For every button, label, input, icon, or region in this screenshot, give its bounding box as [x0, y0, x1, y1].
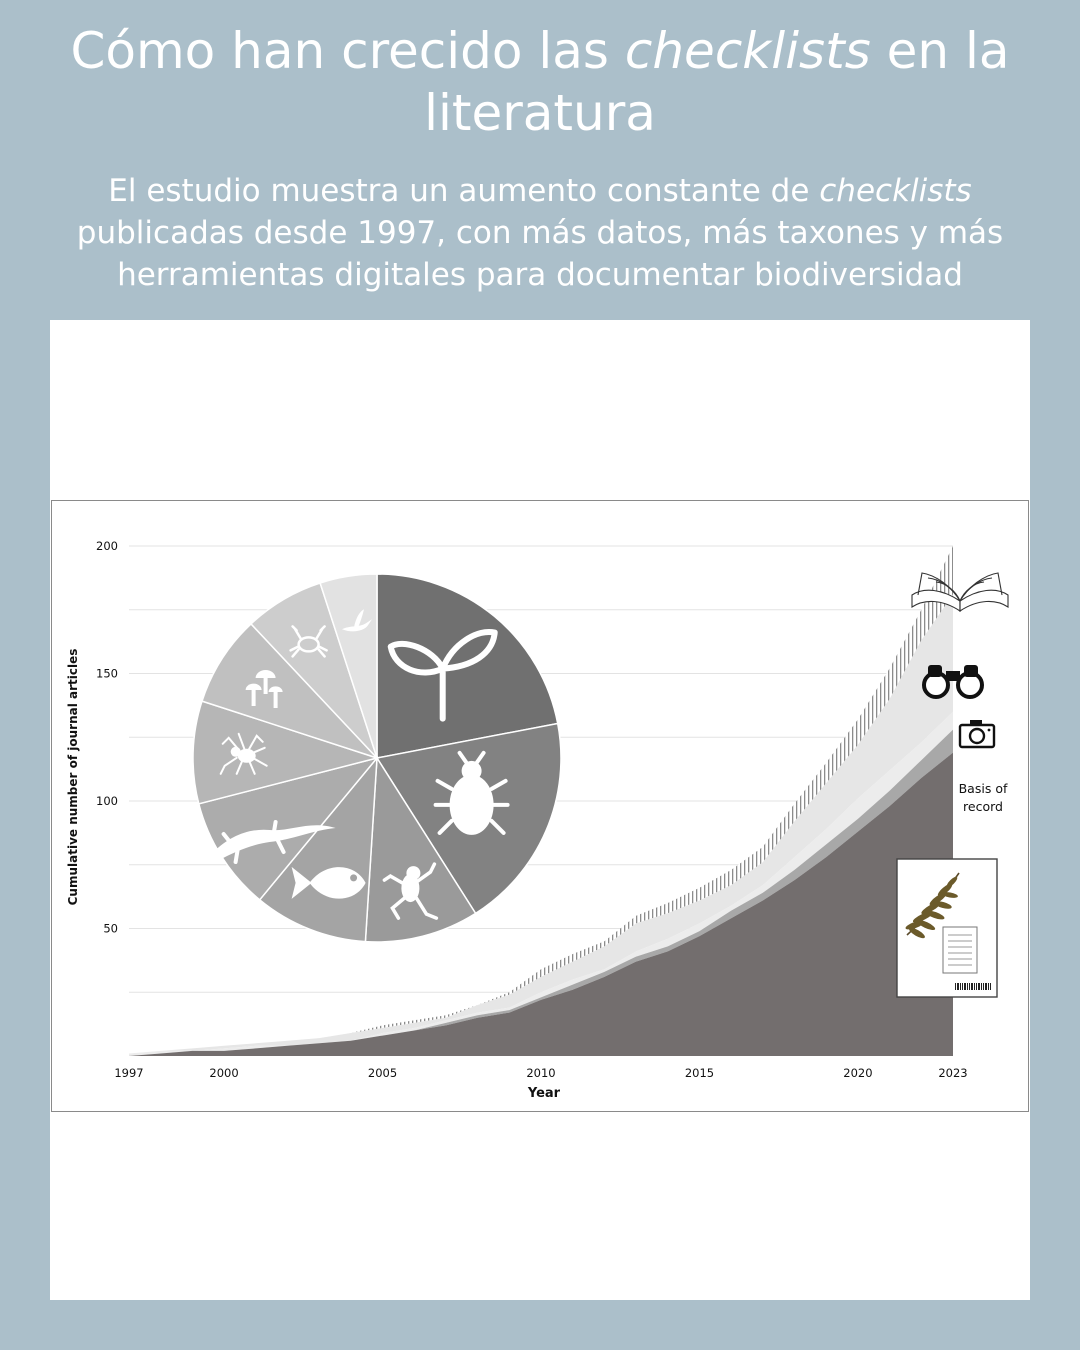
area-chart: 1997 2000 2005 2010 2015 2020 2023 50 100 150 200 — [66, 539, 1009, 1101]
x-tick-label: 2005 — [368, 1066, 397, 1080]
area-series — [129, 546, 953, 1056]
plants-icon — [387, 628, 498, 722]
y-tick-label: 200 — [96, 539, 118, 553]
x-tick-label: 1997 — [114, 1066, 143, 1080]
page-title: Cómo han crecido las checklists en la li… — [70, 22, 1010, 142]
bird-icon — [342, 609, 372, 632]
herbarium-sheet-icon — [896, 858, 998, 998]
mushroom-icon — [245, 670, 283, 708]
taxa-pie-chart — [192, 573, 562, 943]
frog-icon — [382, 862, 439, 920]
y-axis-title: Cumulative number of journal articles — [66, 649, 80, 906]
crab-icon — [289, 625, 328, 658]
basis-of-record-label: Basis of record — [959, 781, 1008, 814]
y-tick-label: 150 — [96, 667, 118, 681]
lizard-icon — [213, 820, 336, 864]
binoculars-icon — [922, 665, 984, 699]
pie-slice-mushroom — [201, 622, 378, 759]
x-tick-label: 2010 — [526, 1066, 555, 1080]
x-tick-label: 2015 — [685, 1066, 714, 1080]
specimen-area — [129, 752, 953, 1056]
page-subtitle: El estudio muestra un aumento constante … — [76, 173, 1004, 293]
camera-icon — [958, 720, 996, 749]
pie-slice-bird — [319, 573, 378, 759]
y-tick-label: 50 — [103, 922, 118, 936]
axes: 1997 2000 2005 2010 2015 2020 2023 50 100 150 200 — [96, 539, 968, 1080]
open-book-icon — [911, 572, 1009, 613]
spider-icon — [219, 732, 268, 775]
beetle-icon — [433, 750, 510, 835]
pie-slice-spider — [192, 700, 380, 805]
x-tick-label: 2023 — [938, 1066, 967, 1080]
x-tick-label: 2020 — [843, 1066, 872, 1080]
y-tick-label: 100 — [96, 794, 118, 808]
pie-slice-frog — [364, 755, 477, 943]
x-axis-title: Year — [527, 1086, 561, 1101]
x-tick-label: 2000 — [209, 1066, 238, 1080]
fish-icon — [291, 866, 366, 899]
chart-figure: 1997 2000 2005 2010 2015 2020 2023 50 100 150 200 — [51, 500, 1029, 1112]
